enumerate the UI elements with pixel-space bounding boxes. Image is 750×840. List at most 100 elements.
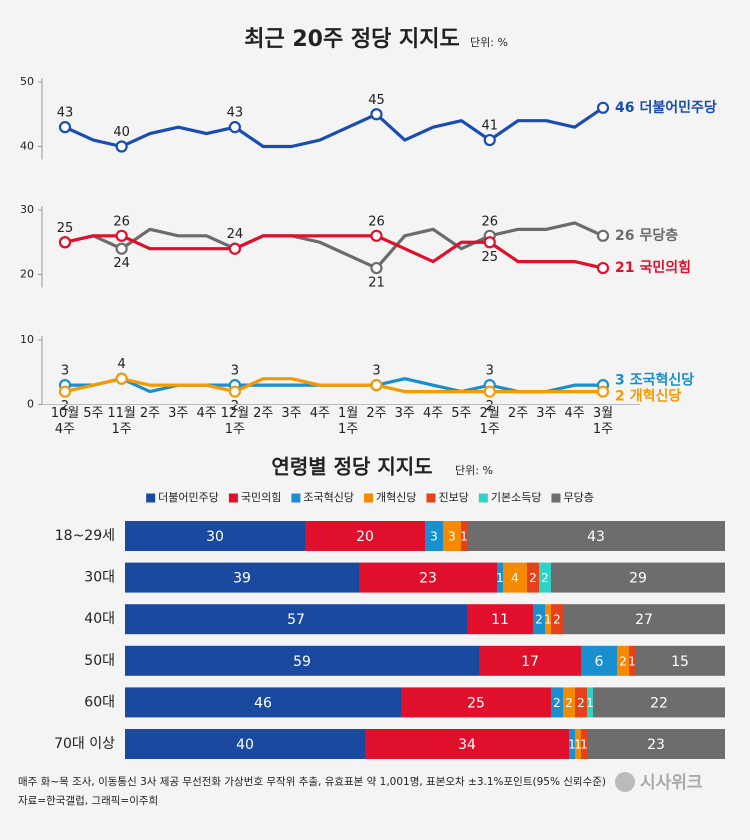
y-tick-label: 40대 xyxy=(84,611,115,627)
legend-label: 국민의힘 xyxy=(241,491,281,504)
line xyxy=(64,234,604,270)
x-tick-label: 3주 xyxy=(536,406,557,421)
y-tick-label: 50대 xyxy=(84,653,115,669)
data-label: 3 xyxy=(448,530,456,544)
bar-segment xyxy=(563,687,575,718)
data-label: 20 xyxy=(356,529,374,545)
data-label: 23 xyxy=(419,571,437,587)
data-label: 6 xyxy=(595,654,604,670)
x-tick-label: 3월 1주 xyxy=(592,406,614,437)
bar-segment xyxy=(467,604,533,635)
data-label: 1 xyxy=(460,530,468,544)
data-label: 39 xyxy=(233,571,251,587)
x-tick-label: 3주 xyxy=(394,406,415,421)
end-value: 3 xyxy=(615,372,625,388)
legend-label: 더불어민주당 xyxy=(639,99,716,116)
data-label: 43 xyxy=(587,529,605,545)
bar-segment xyxy=(443,521,461,551)
x-tick-label: 5주 xyxy=(451,406,472,421)
point-marker xyxy=(115,229,128,242)
y-tick-label: 50 xyxy=(20,75,34,88)
bar-segment xyxy=(497,562,503,593)
legend-label: 진보당 xyxy=(438,491,468,504)
legend-swatch xyxy=(291,493,301,503)
data-label: 27 xyxy=(635,612,653,628)
data-label: 1 xyxy=(574,738,582,752)
point-marker xyxy=(596,229,610,242)
data-label: 1 xyxy=(496,571,504,585)
bar-segment xyxy=(551,562,725,593)
data-label: 45 xyxy=(368,93,385,108)
data-label: 43 xyxy=(227,106,244,121)
legend-label: 개혁신당 xyxy=(630,387,682,404)
logo: 시사위크 xyxy=(640,773,703,793)
point-marker xyxy=(596,101,610,114)
end-label: 2 개혁신당 xyxy=(615,387,681,404)
bar-segment xyxy=(551,604,563,635)
data-label: 3 xyxy=(486,364,494,379)
data-label: 3 xyxy=(61,364,69,379)
legend-swatch xyxy=(228,493,238,503)
point-marker xyxy=(58,385,72,398)
x-tick-label: 4주 xyxy=(422,406,444,421)
legend: 더불어민주당 국민의힘 조국혁신당 개혁신당 진보당 기본소득당 무당층 xyxy=(146,491,594,504)
data-label: 1 xyxy=(544,613,552,627)
point-marker xyxy=(596,261,610,275)
bar-segment xyxy=(575,729,581,759)
data-label: 25 xyxy=(481,250,498,265)
data-label: 30 xyxy=(206,529,224,545)
data-label: 4 xyxy=(511,571,519,585)
end-value: 46 xyxy=(615,100,634,116)
data-label: 26 xyxy=(481,214,498,229)
legend-label: 무당층 xyxy=(563,491,593,504)
line xyxy=(64,221,604,270)
data-label: 2 xyxy=(61,399,69,414)
legend-swatch xyxy=(426,493,436,503)
x-tick-label: 2주 xyxy=(507,406,529,421)
data-label: 1 xyxy=(580,738,588,752)
x-tick-label: 11월 1주 xyxy=(107,406,136,437)
data-label: 24 xyxy=(113,256,130,271)
x-tick-label: 4주 xyxy=(196,406,217,421)
data-label: 25 xyxy=(57,221,74,236)
chart-title: 연령별 정당 지지도 xyxy=(271,455,432,479)
bar-segment xyxy=(569,729,575,759)
legend-label: 개혁신당 xyxy=(376,491,416,504)
legend-swatch xyxy=(146,493,156,503)
data-label: 23 xyxy=(647,737,665,753)
line xyxy=(64,377,603,394)
end-label: 21 국민의힘 xyxy=(615,259,691,276)
bar-segment xyxy=(125,562,359,593)
y-tick-label: 20 xyxy=(20,268,34,281)
bar-segment xyxy=(503,562,527,593)
bar-segment xyxy=(401,687,551,718)
data-label: 29 xyxy=(629,571,647,587)
data-label: 2 xyxy=(577,696,585,710)
bar-segment xyxy=(125,521,305,551)
logo-icon xyxy=(615,772,635,792)
data-label: 24 xyxy=(227,227,244,242)
legend-swatch xyxy=(363,493,373,503)
chart-title: 최근 20주 정당 지지도 xyxy=(244,27,460,52)
data-label: 1 xyxy=(586,696,594,710)
point-marker xyxy=(115,372,128,385)
point-marker xyxy=(370,379,383,392)
y-tick-label: 40 xyxy=(20,140,34,153)
data-label: 25 xyxy=(467,695,485,711)
data-label: 34 xyxy=(458,737,476,753)
bar-segment xyxy=(533,604,545,635)
legend-label: 기본소득당 xyxy=(491,491,542,504)
bar-segment xyxy=(629,645,635,676)
data-label: 2 xyxy=(529,571,537,585)
data-label: 40 xyxy=(236,737,254,753)
data-label: 21 xyxy=(368,276,385,291)
point-marker xyxy=(228,385,241,398)
point-marker xyxy=(115,140,128,153)
bar-segment xyxy=(527,562,539,593)
point-marker xyxy=(228,121,241,134)
bar-segment xyxy=(125,604,467,635)
point-marker xyxy=(483,385,496,398)
y-tick-label: 18~29세 xyxy=(55,528,115,544)
